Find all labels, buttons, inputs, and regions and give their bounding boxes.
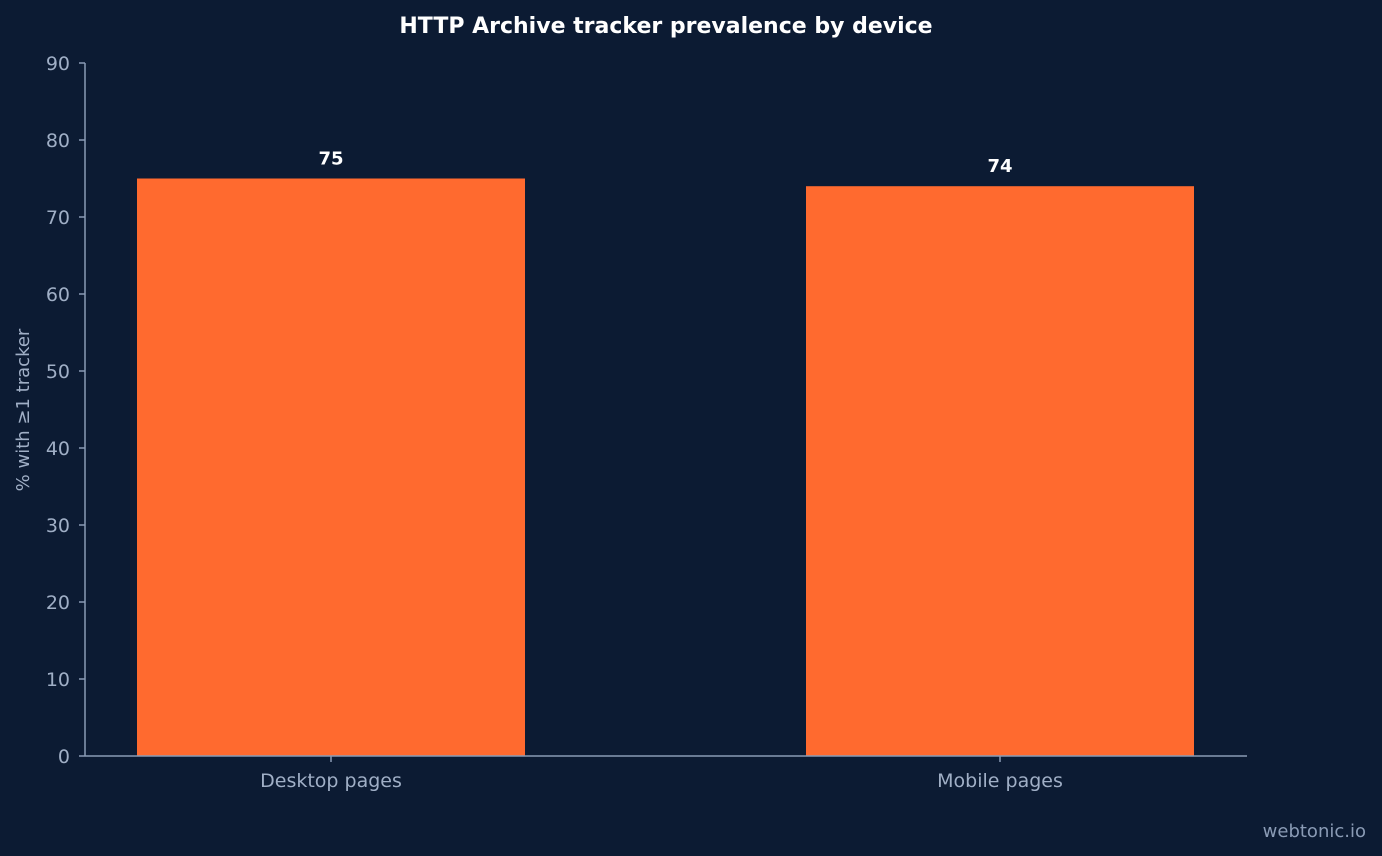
y-tick-label: 70 (46, 207, 70, 229)
y-axis-title: % with ≥1 tracker (13, 328, 34, 491)
x-axis-ticks: Desktop pages Mobile pages (260, 756, 1063, 792)
bars: 75 74 (137, 149, 1194, 756)
y-tick-label: 90 (46, 53, 70, 75)
y-tick-label: 30 (46, 515, 70, 537)
y-tick-label: 40 (46, 438, 70, 460)
y-tick-label: 10 (46, 669, 70, 691)
bar-value-label: 75 (318, 149, 343, 170)
y-tick-label: 20 (46, 592, 70, 614)
bar (806, 186, 1194, 756)
x-tick-label: Desktop pages (260, 770, 402, 792)
y-tick-label: 80 (46, 130, 70, 152)
watermark-credit: webtonic.io (1263, 821, 1366, 842)
chart-title: HTTP Archive tracker prevalence by devic… (399, 14, 932, 39)
bar-value-label: 74 (987, 156, 1012, 177)
y-tick-label: 0 (58, 746, 70, 768)
y-tick-label: 50 (46, 361, 70, 383)
bar (137, 178, 525, 756)
y-axis-ticks: 0 10 20 30 40 50 60 70 80 90 (46, 53, 85, 768)
y-tick-label: 60 (46, 284, 70, 306)
x-tick-label: Mobile pages (937, 770, 1063, 792)
